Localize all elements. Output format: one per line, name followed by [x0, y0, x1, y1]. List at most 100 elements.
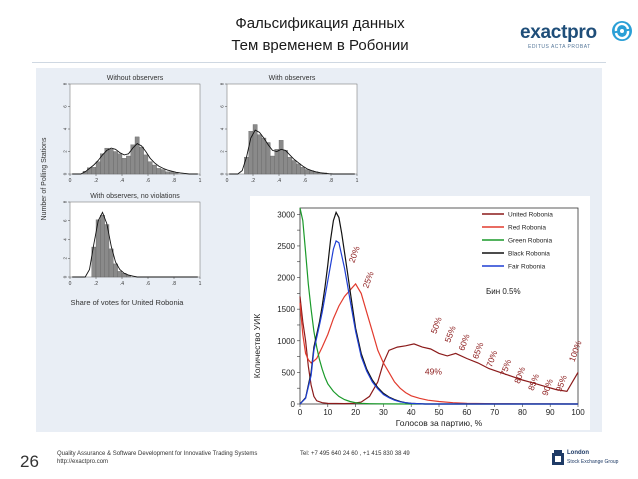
- x-tick-label: .6: [146, 281, 150, 287]
- histogram-bar: [156, 168, 162, 175]
- histogram-bar: [126, 155, 131, 175]
- histogram-bar: [278, 140, 284, 175]
- legend-label: United Robonia: [508, 212, 553, 219]
- logo-tagline: EDITUS ACTA PROBAT: [528, 44, 591, 50]
- y-tick-label: 4: [220, 127, 225, 130]
- histogram-bar: [113, 151, 118, 175]
- x-tick-label: .2: [94, 281, 98, 287]
- histogram-bar: [100, 214, 105, 278]
- slide-title-line1: Фальсификация данных: [235, 15, 405, 32]
- x-tick-label: 1: [356, 178, 359, 184]
- footer-tagline: Quality Assurance & Software Development…: [57, 451, 258, 457]
- x-tick-label: .6: [146, 178, 150, 184]
- x-tick-label: 40: [407, 408, 416, 417]
- histogram-bar: [291, 160, 297, 175]
- footer-contact: Tel: +7 495 640 24 60 , +1 415 830 38 49: [300, 451, 410, 457]
- y-tick-label: 4: [63, 238, 68, 241]
- y-tick-label: 2: [220, 150, 225, 153]
- footer-website[interactable]: http://exactpro.com: [57, 459, 109, 465]
- lse-name: London: [567, 450, 589, 456]
- y-tick-label: 0: [63, 172, 68, 175]
- histogram-bar: [143, 154, 149, 175]
- exactpro-logo[interactable]: exactpro EDITUS ACTA PROBAT: [520, 18, 632, 52]
- histogram-bar: [244, 156, 249, 175]
- x-tick-label: .4: [277, 178, 281, 184]
- histogram-bar: [274, 149, 280, 175]
- histogram-bar: [296, 163, 301, 175]
- y-axis-label: Количество УИК: [252, 314, 262, 379]
- x-tick-label: 100: [571, 408, 585, 417]
- x-tick-label: .4: [120, 178, 124, 184]
- y-tick-label: 0: [291, 400, 296, 409]
- page-number: 26: [20, 452, 39, 471]
- x-tick-label: .4: [120, 281, 124, 287]
- histogram-bar: [169, 171, 175, 175]
- y-tick-label: 1000: [277, 337, 295, 346]
- x-tick-label: 1: [199, 281, 202, 287]
- slide-title-line2: Тем временем в Робонии: [231, 37, 409, 54]
- y-tick-label: 8: [63, 200, 68, 203]
- histogram-panel: Without observers 0 2 4 6 8 0 .2 .4 .6 .8 1: [63, 75, 202, 184]
- histogram-bar: [91, 167, 97, 175]
- histogram-bar: [152, 164, 157, 175]
- histogram-bar: [130, 144, 136, 175]
- histogram-bar: [283, 150, 288, 175]
- histogram-bar: [300, 167, 306, 175]
- histogram-bar: [165, 171, 170, 175]
- x-tick-label: 70: [490, 408, 499, 417]
- x-tick-label: 0: [226, 178, 229, 184]
- histogram-bar: [160, 169, 166, 175]
- y-tick-label: 8: [220, 82, 225, 85]
- y-tick-label: 0: [220, 172, 225, 175]
- histogram-bar: [95, 161, 101, 175]
- histogram-bar: [117, 153, 123, 175]
- lse-subtitle: Stock Exchange Group: [567, 459, 619, 465]
- y-tick-label: 8: [63, 82, 68, 85]
- histogram-bar: [117, 271, 123, 278]
- histogram-bar: [139, 146, 144, 175]
- plot-area: [299, 207, 579, 405]
- series-line: [299, 239, 578, 405]
- y-tick-label: 2: [63, 150, 68, 153]
- legend-label: Fair Robonia: [508, 264, 546, 271]
- y-axis-label: Number of Polling Stations: [41, 137, 48, 220]
- series-line: [299, 296, 579, 405]
- histogram-bar: [173, 172, 179, 175]
- y-tick-label: 6: [63, 219, 68, 222]
- x-tick-label: 0: [69, 281, 72, 287]
- legend-label: Red Robonia: [508, 225, 546, 232]
- y-tick-label: 0: [63, 275, 68, 278]
- histogram-bar: [270, 155, 275, 175]
- x-tick-label: .2: [251, 178, 255, 184]
- panel-frame: [69, 201, 201, 278]
- y-tick-label: 3000: [277, 210, 295, 219]
- histogram-bar: [304, 169, 310, 175]
- x-tick-label: 30: [379, 408, 388, 417]
- x-tick-label: 0: [298, 408, 303, 417]
- density-curve: [229, 129, 355, 175]
- panel-title: With observers: [269, 75, 316, 82]
- y-tick-label: 1500: [277, 305, 295, 314]
- x-tick-label: .8: [329, 178, 333, 184]
- y-tick-label: 4: [63, 127, 68, 130]
- logo-wordmark: exactpro: [520, 22, 597, 43]
- density-curve: [72, 143, 198, 175]
- x-tick-label: .8: [172, 281, 176, 287]
- y-tick-label: 6: [220, 105, 225, 108]
- y-tick-label: 6: [63, 105, 68, 108]
- x-tick-label: 0: [69, 178, 72, 184]
- vote-share-chart: 0 500 1000 1500 2000 2500 3000 0 10 20 30 40 50 60 70 8…: [250, 196, 590, 430]
- x-tick-label: 10: [323, 408, 332, 417]
- series-line: [299, 282, 579, 405]
- histogram-bar: [113, 263, 118, 278]
- histogram-bar: [121, 158, 127, 175]
- histogram-bar: [287, 156, 293, 175]
- x-tick-label: .6: [303, 178, 307, 184]
- y-tick-label: 500: [282, 368, 296, 377]
- y-tick-label: 2500: [277, 242, 295, 251]
- histogram-bar: [261, 137, 267, 175]
- y-tick-label: 2000: [277, 274, 295, 283]
- x-tick-label: 20: [351, 408, 360, 417]
- panel-title: With observers, no violations: [90, 193, 180, 200]
